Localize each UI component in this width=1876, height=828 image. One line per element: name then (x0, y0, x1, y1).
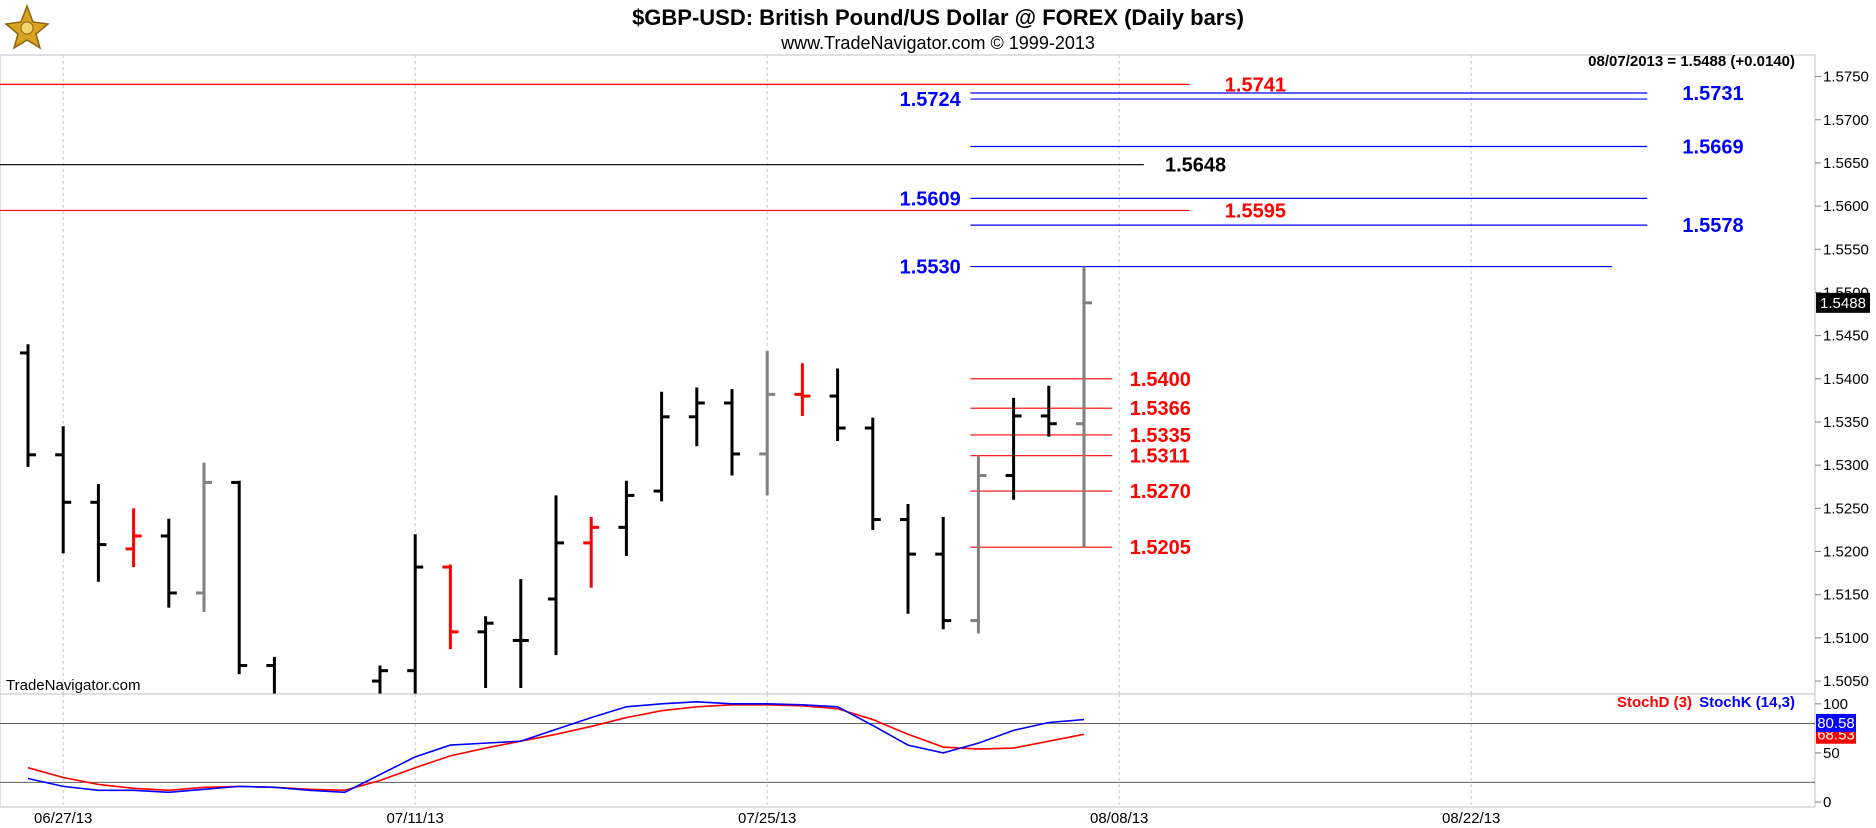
y-tick-label: 1.5050 (1823, 673, 1869, 690)
stochastic-badge (1816, 713, 1856, 732)
y-tick-label: 1.5200 (1823, 544, 1869, 561)
level-label: 1.5270 (1130, 481, 1191, 503)
ohlc-bar (477, 616, 494, 688)
level-label: 1.5724 (900, 89, 962, 111)
level-label: 1.5669 (1682, 137, 1743, 159)
chart-subtitle: www.TradeNavigator.com © 1999-2013 (780, 33, 1095, 53)
ohlc-bar (125, 508, 142, 568)
stochastic-panel: 0 50 100 (0, 693, 1848, 811)
ohlc-bar (512, 579, 529, 688)
stochastic-lines (27, 701, 1085, 794)
stochastic-badge-label: 80.58 (1817, 715, 1855, 732)
chart-title: $GBP-USD: British Pound/US Dollar @ FORE… (632, 5, 1244, 30)
level-label: 1.5400 (1130, 369, 1191, 391)
watermark: TradeNavigator.com (6, 677, 141, 694)
x-axis: 06/27/13 07/11/13 07/25/13 08/08/13 08/22/13 (34, 810, 1500, 827)
ohlc-bar (20, 344, 36, 467)
x-tick-label: 07/11/13 (387, 810, 444, 827)
ohlc-bar (724, 389, 740, 476)
stochastic-series-line (27, 704, 1085, 792)
trade-navigator-logo (2, 2, 52, 50)
y-tick-label: 1.5400 (1823, 371, 1869, 388)
y-tick-label: 1.5350 (1823, 414, 1869, 431)
y-tick-label: 1.5600 (1823, 198, 1869, 215)
ohlc-bar (900, 504, 916, 614)
ohlc-bar (1076, 266, 1092, 548)
level-label: 1.5731 (1682, 83, 1743, 105)
level-label: 1.5205 (1130, 537, 1191, 559)
status-readout: 08/07/2013 = 1.5488 (+0.0140) (1588, 53, 1795, 70)
ohlc-bar (583, 516, 600, 588)
level-label: 1.5648 (1165, 155, 1226, 177)
ohlc-bar (1005, 397, 1022, 500)
last-price-badge: 1.5488 (1816, 292, 1870, 313)
y-tick-label: 1.5150 (1823, 587, 1869, 604)
price-y-axis: 1.5050 1.5100 1.5150 1.5200 1.5250 1.5300 1.53… (1815, 69, 1869, 690)
ohlc-bar (829, 368, 846, 441)
ohlc-bar (55, 426, 72, 554)
y-tick-label: 1.5450 (1823, 328, 1869, 345)
price-levels: 1.5741 1.5724 1.5731 1.5669 1.5648 1.5609 1.55… (0, 74, 1744, 559)
last-price-label: 1.5488 (1820, 295, 1866, 312)
ohlc-bar (935, 516, 952, 630)
ohlc-bar (759, 351, 776, 496)
level-label: 1.5311 (1130, 446, 1190, 468)
ohlc-bar (407, 534, 424, 694)
stochastic-series-line (27, 701, 1085, 794)
ohlc-bar (794, 363, 811, 416)
y-tick-label: 100 (1823, 696, 1848, 713)
y-tick-label: 1.5750 (1823, 69, 1869, 86)
level-label: 1.5741 (1225, 74, 1286, 96)
ohlc-bar (970, 455, 987, 634)
ohlc-bar (372, 665, 388, 694)
stochastic-ref-lines (0, 722, 1815, 783)
level-label: 1.5595 (1225, 200, 1286, 222)
ohlc-bar (653, 391, 670, 502)
level-label: 1.5335 (1130, 425, 1191, 447)
x-tick-label: 08/22/13 (1442, 810, 1500, 827)
y-tick-label: 1.5300 (1823, 457, 1869, 474)
stochastic-x-grid (62, 694, 1472, 807)
legend-stochd: StochD (3) (1617, 694, 1692, 711)
level-label: 1.5530 (900, 257, 961, 279)
y-tick-label: 1.5550 (1823, 241, 1869, 258)
ohlc-bar (160, 518, 177, 608)
ohlc-bar (196, 462, 212, 612)
legend-stochk: StochK (14,3) (1699, 694, 1795, 711)
y-tick-label: 1.5250 (1823, 500, 1869, 517)
ohlc-bar (1040, 385, 1057, 437)
level-label: 1.5609 (900, 188, 961, 210)
ohlc-bar (266, 656, 276, 694)
ohlc-bar (688, 387, 705, 447)
stochastic-y-axis: 0 50 100 (1815, 696, 1848, 811)
x-tick-label: 08/08/13 (1090, 810, 1148, 827)
y-tick-label: 0 (1823, 794, 1831, 811)
ohlc-bar (442, 564, 459, 650)
x-tick-label: 07/25/13 (738, 810, 796, 827)
ohlc-bar (864, 417, 881, 530)
ohlc-bar (90, 484, 107, 582)
y-tick-label: 50 (1823, 745, 1840, 762)
stochastic-panel-frame (0, 693, 1816, 808)
y-tick-label: 1.5100 (1823, 630, 1869, 647)
x-tick-label: 06/27/13 (34, 810, 92, 827)
level-label: 1.5578 (1682, 215, 1743, 237)
y-tick-label: 1.5650 (1823, 155, 1869, 172)
price-bars (20, 266, 1092, 694)
y-tick-label: 1.5700 (1823, 112, 1869, 129)
level-label: 1.5366 (1130, 398, 1191, 420)
ohlc-bar (231, 480, 248, 675)
ohlc-bar (548, 495, 564, 656)
ohlc-bar (618, 480, 635, 556)
